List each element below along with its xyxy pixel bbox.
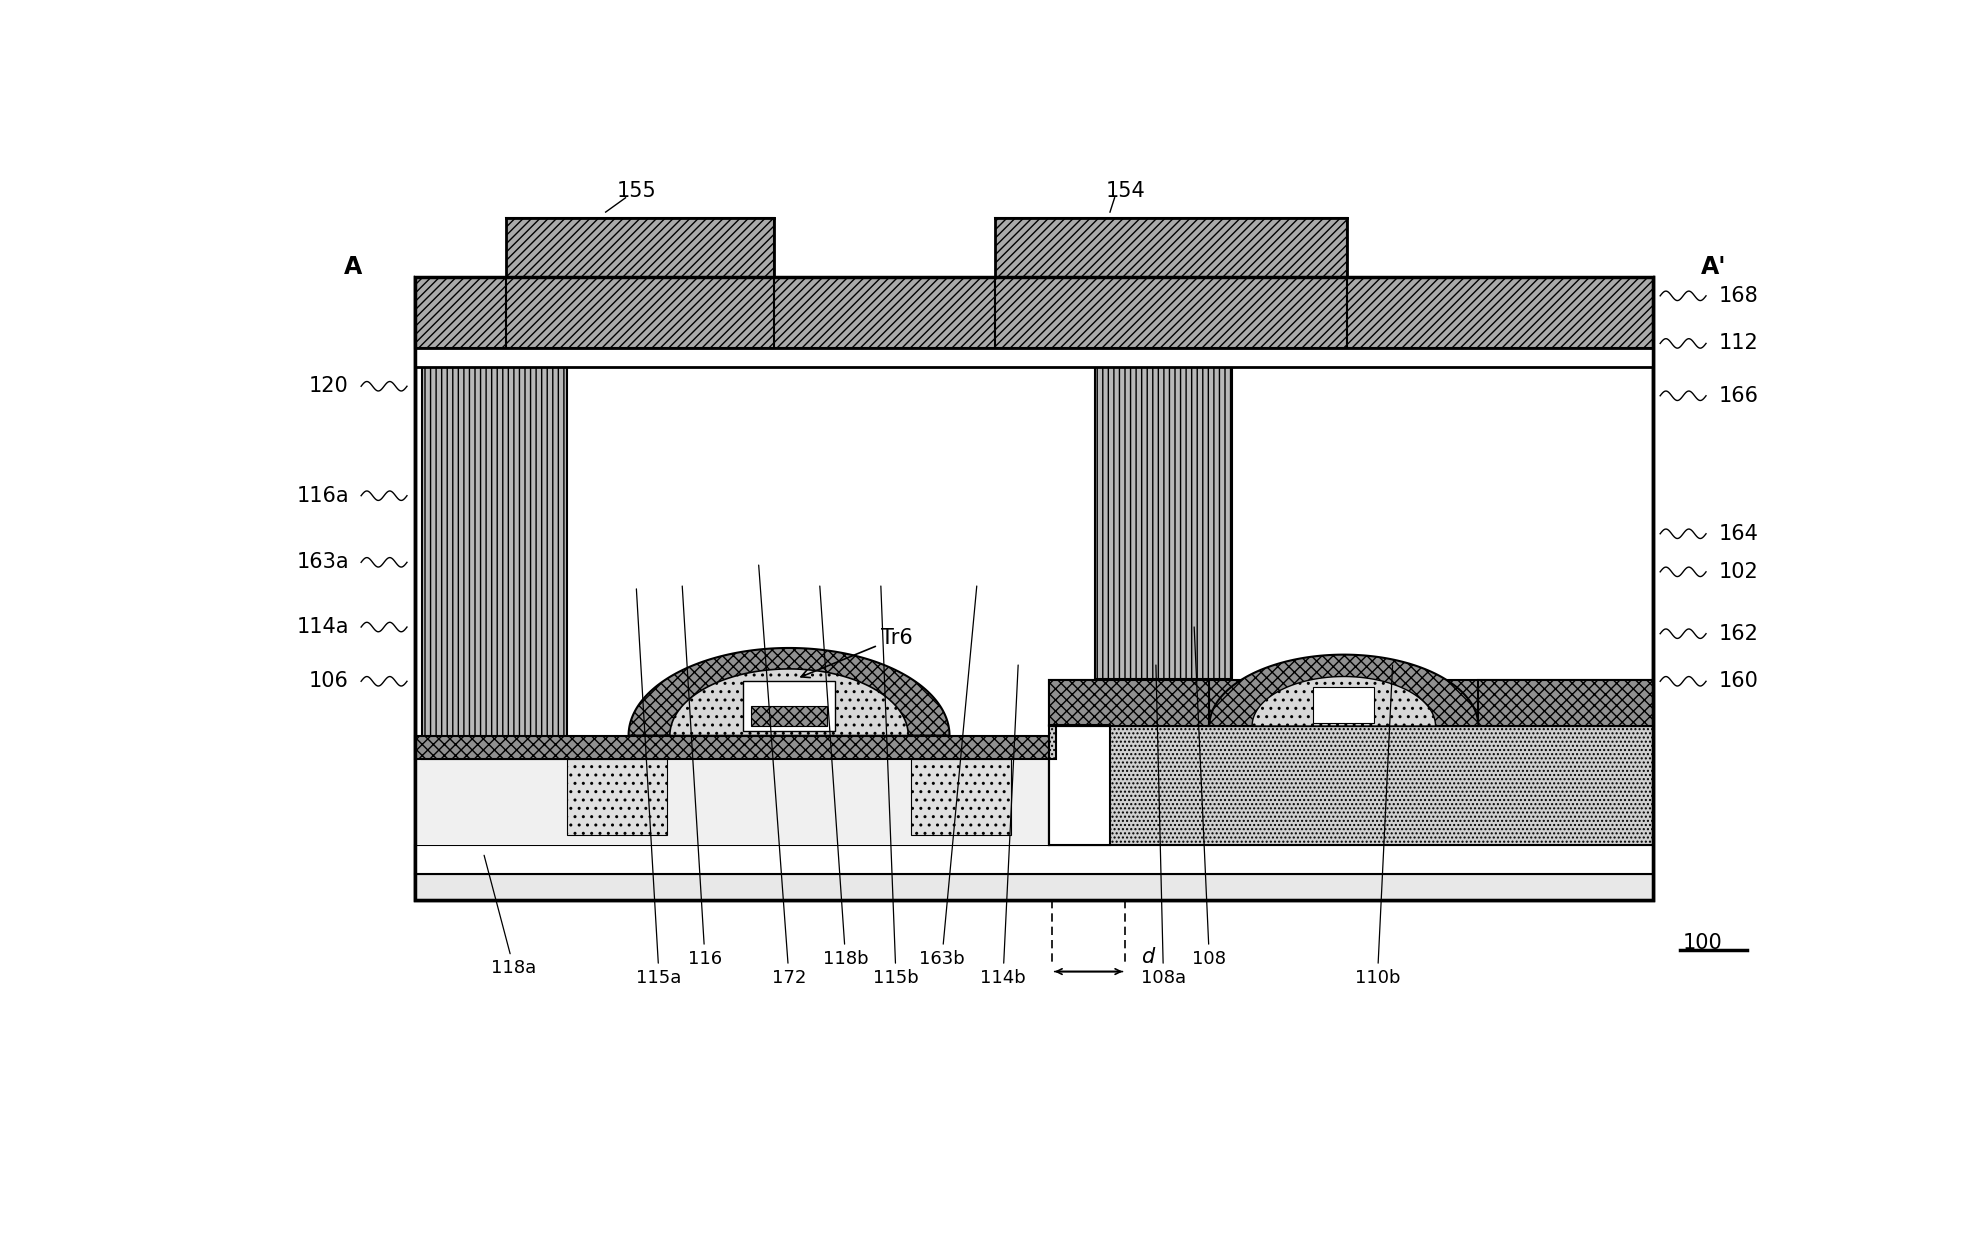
Bar <box>743 681 834 730</box>
Text: 114b: 114b <box>980 665 1025 986</box>
Text: 118b: 118b <box>820 586 868 968</box>
Text: 163b: 163b <box>919 586 976 968</box>
Text: 116a: 116a <box>296 486 349 506</box>
Text: 160: 160 <box>1718 671 1759 691</box>
Bar <box>1049 680 1209 726</box>
Polygon shape <box>629 648 949 735</box>
Polygon shape <box>1049 726 1110 845</box>
Bar <box>1479 680 1653 726</box>
Text: A': A' <box>1702 256 1726 279</box>
Text: 102: 102 <box>1718 562 1757 582</box>
Text: 115b: 115b <box>874 586 919 986</box>
Bar <box>414 845 1653 874</box>
Bar <box>911 759 1010 836</box>
Text: 166: 166 <box>1718 386 1759 405</box>
Bar <box>1049 726 1653 845</box>
Bar <box>414 874 1653 900</box>
Polygon shape <box>1252 676 1436 726</box>
Text: 108a: 108a <box>1142 665 1185 986</box>
Bar <box>414 349 1653 367</box>
Text: 164: 164 <box>1718 524 1759 544</box>
Polygon shape <box>1209 655 1479 726</box>
Text: 155: 155 <box>617 182 657 201</box>
Bar <box>422 367 568 759</box>
Text: 120: 120 <box>310 376 349 397</box>
Text: 172: 172 <box>759 565 807 986</box>
Text: 110b: 110b <box>1355 665 1400 986</box>
Text: 115a: 115a <box>637 588 682 986</box>
Text: 106: 106 <box>310 671 349 691</box>
Text: 100: 100 <box>1684 933 1724 953</box>
Bar <box>751 706 826 726</box>
Bar <box>568 759 667 836</box>
Polygon shape <box>670 669 909 735</box>
Text: 108: 108 <box>1193 627 1227 968</box>
Bar <box>996 218 1347 349</box>
Text: 168: 168 <box>1718 286 1757 305</box>
Bar <box>414 218 507 277</box>
Text: d: d <box>1140 947 1154 967</box>
Bar <box>414 735 1049 759</box>
Text: 114a: 114a <box>296 617 349 637</box>
Bar <box>773 218 996 277</box>
Bar <box>1347 218 1653 277</box>
Bar <box>1313 687 1374 723</box>
Text: Tr6: Tr6 <box>801 628 913 677</box>
Text: 116: 116 <box>682 586 722 968</box>
Text: 162: 162 <box>1718 624 1759 644</box>
Text: 118a: 118a <box>483 855 536 978</box>
Bar <box>414 759 1049 845</box>
Bar <box>507 218 773 349</box>
Bar <box>1049 680 1653 726</box>
Text: A: A <box>345 256 363 279</box>
Bar <box>414 277 1653 900</box>
Text: 154: 154 <box>1106 182 1146 201</box>
Bar <box>414 277 1653 900</box>
Bar <box>1094 367 1232 680</box>
Text: 112: 112 <box>1718 334 1757 353</box>
Text: 163a: 163a <box>296 552 349 572</box>
Bar <box>414 277 1653 349</box>
